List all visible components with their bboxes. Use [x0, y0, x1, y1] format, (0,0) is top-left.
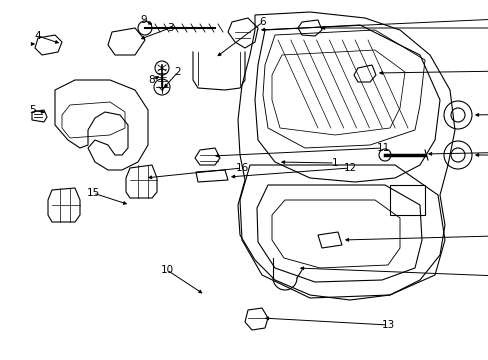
- Text: 6: 6: [259, 17, 266, 27]
- Text: 16: 16: [235, 163, 248, 173]
- Text: 13: 13: [381, 320, 394, 330]
- Text: 9: 9: [141, 15, 147, 25]
- Text: 11: 11: [376, 143, 389, 153]
- Text: 15: 15: [86, 188, 100, 198]
- Text: 5: 5: [29, 105, 35, 115]
- Text: 10: 10: [160, 265, 173, 275]
- Text: 2: 2: [174, 67, 181, 77]
- Text: 3: 3: [166, 23, 173, 33]
- Text: 8: 8: [148, 75, 155, 85]
- Circle shape: [378, 149, 390, 161]
- Text: 12: 12: [343, 163, 356, 173]
- Text: 4: 4: [35, 31, 41, 41]
- Text: 1: 1: [331, 158, 338, 168]
